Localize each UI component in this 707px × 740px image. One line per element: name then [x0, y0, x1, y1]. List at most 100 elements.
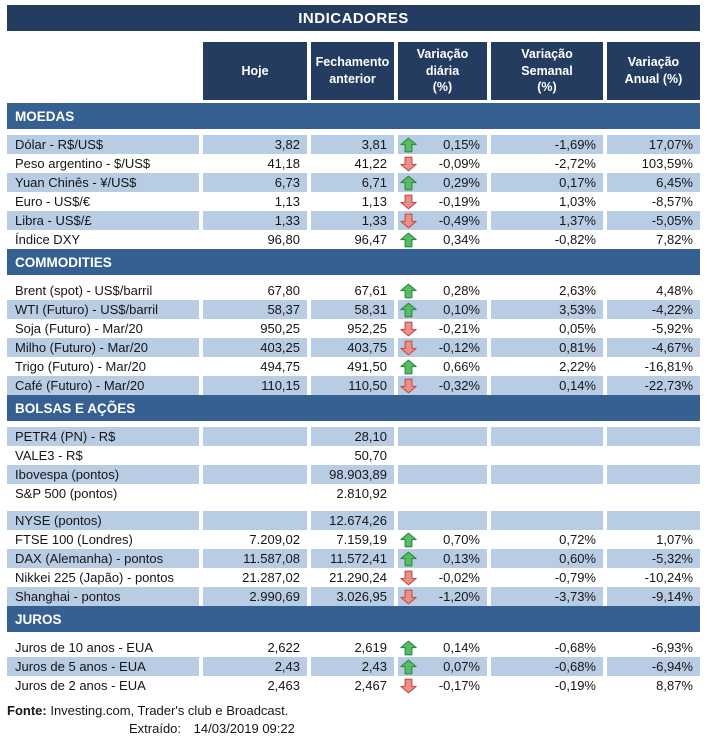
extraction-value: 14/03/2019 09:22	[193, 721, 295, 737]
table-row: PETR4 (PN) - R$ 28,10	[7, 427, 700, 446]
row-spacer	[7, 503, 700, 511]
cell-fechamento: 2.810,92	[336, 486, 387, 501]
variacao-diaria-value: 0,13%	[443, 551, 480, 566]
cell-hoje: 1,13	[274, 194, 300, 209]
cell-fechamento: 110,50	[311, 376, 394, 395]
cell-variacao-diaria: 0,29%	[398, 173, 487, 192]
cell-variacao-diaria: 0,34%	[398, 230, 487, 249]
cell-variacao-semanal: 0,81%	[491, 338, 603, 357]
cell-variacao-anual: 4,48%	[656, 283, 693, 298]
cell-hoje	[203, 446, 307, 465]
variacao-diaria-value: -0,12%	[438, 340, 480, 355]
cell-fechamento: 41,22	[354, 156, 387, 171]
cell-hoje: 110,15	[203, 376, 307, 395]
table-row: Shanghai - pontos 2.990,69 3.026,95 -1,20% -…	[7, 587, 700, 606]
cell-hoje: 96,80	[267, 232, 300, 247]
row-label: PETR4 (PN) - R$	[7, 427, 199, 446]
cell-variacao-semanal	[491, 465, 603, 484]
down-arrow-icon	[400, 589, 417, 604]
cell-variacao-semanal: -0,79%	[554, 570, 596, 585]
cell-variacao-anual: 17,07%	[607, 135, 700, 154]
cell-variacao-semanal	[491, 511, 603, 530]
cell-hoje: 21.287,02	[242, 570, 300, 585]
cell-fechamento: 50,70	[354, 448, 387, 463]
row-label: Trigo (Futuro) - Mar/20	[15, 359, 146, 374]
cell-hoje: 494,75	[260, 359, 300, 374]
down-arrow-icon	[400, 156, 417, 171]
cell-variacao-anual: -10,24%	[644, 570, 693, 585]
up-arrow-icon	[400, 302, 417, 317]
cell-hoje: 41,18	[267, 156, 300, 171]
section-header-moedas: MOEDAS	[7, 103, 700, 129]
cell-variacao-diaria: -0,02%	[398, 568, 487, 587]
cell-variacao-anual: 1,07%	[656, 532, 693, 547]
column-header-variacao-diaria: Variação diária (%)	[398, 42, 487, 100]
table-row: Índice DXY 96,80 96,47 0,34% -0,82% 7,82%	[7, 230, 700, 249]
down-arrow-icon	[400, 321, 417, 336]
cell-fechamento: 11.572,41	[311, 549, 394, 568]
cell-variacao-anual: -16,81%	[644, 359, 693, 374]
cell-fechamento: 2,43	[311, 657, 394, 676]
report-footer: Fonte: Investing.com, Trader's club e Br…	[7, 702, 700, 738]
cell-fechamento: 98.903,89	[311, 465, 394, 484]
table-row: Juros de 2 anos - EUA 2,463 2,467 -0,17% -0,…	[7, 676, 700, 695]
cell-variacao-diaria: -0,09%	[398, 154, 487, 173]
trend-arrow-slot	[400, 194, 422, 210]
cell-variacao-anual	[607, 427, 700, 446]
row-label: Índice DXY	[15, 232, 81, 247]
cell-variacao-diaria: 0,13%	[398, 549, 487, 568]
section-header-juros: JUROS	[7, 606, 700, 632]
down-arrow-icon	[400, 570, 417, 585]
cell-variacao-diaria: 0,14%	[398, 638, 487, 657]
column-header-row: Hoje Fechamento anterior Variação diária…	[7, 42, 700, 100]
variacao-diaria-value: -0,19%	[438, 194, 480, 209]
cell-hoje: 2.990,69	[203, 587, 307, 606]
down-arrow-icon	[400, 194, 417, 209]
trend-arrow-slot	[400, 321, 422, 337]
variacao-diaria-value: -0,02%	[438, 570, 480, 585]
table-row: S&P 500 (pontos) 2.810,92	[7, 484, 700, 503]
row-label: Soja (Futuro) - Mar/20	[15, 321, 143, 336]
trend-arrow-slot	[400, 589, 422, 605]
cell-variacao-anual: -5,32%	[607, 549, 700, 568]
cell-variacao-diaria: -1,20%	[398, 587, 487, 606]
variacao-diaria-value: 0,28%	[443, 283, 480, 298]
variacao-diaria-value: 0,29%	[443, 175, 480, 190]
cell-variacao-diaria: -0,12%	[398, 338, 487, 357]
row-label: WTI (Futuro) - US$/barril	[7, 300, 199, 319]
trend-arrow-slot	[400, 137, 422, 153]
trend-arrow-slot	[400, 378, 422, 394]
cell-fechamento: 28,10	[311, 427, 394, 446]
table-row: Euro - US$/€ 1,13 1,13 -0,19% 1,03% -8,57%	[7, 192, 700, 211]
down-arrow-icon	[400, 213, 417, 228]
cell-variacao-diaria: 0,15%	[398, 135, 487, 154]
table-row: Peso argentino - $/US$ 41,18 41,22 -0,09% -2…	[7, 154, 700, 173]
table-body: MOEDAS Dólar - R$/US$ 3,82 3,81 0,15% -1,69% 1…	[7, 103, 700, 695]
cell-variacao-semanal: 0,14%	[491, 376, 603, 395]
table-row: Juros de 5 anos - EUA 2,43 2,43 0,07% -0,68%…	[7, 657, 700, 676]
cell-hoje: 58,37	[203, 300, 307, 319]
cell-fechamento: 21.290,24	[329, 570, 387, 585]
up-arrow-icon	[400, 175, 417, 190]
trend-arrow-slot	[400, 340, 422, 356]
cell-variacao-diaria: 0,07%	[398, 657, 487, 676]
cell-hoje: 1,33	[203, 211, 307, 230]
variacao-diaria-value: -0,21%	[438, 321, 480, 336]
cell-fechamento: 1,13	[361, 194, 387, 209]
cell-hoje: 2,463	[267, 678, 300, 693]
row-label: NYSE (pontos)	[7, 511, 199, 530]
cell-variacao-semanal: 0,60%	[491, 549, 603, 568]
up-arrow-icon	[400, 137, 417, 152]
cell-variacao-diaria	[398, 511, 487, 530]
cell-hoje: 67,80	[267, 283, 300, 298]
cell-variacao-semanal: -0,68%	[491, 657, 603, 676]
column-header-hoje: Hoje	[203, 42, 307, 100]
cell-variacao-anual: -8,57%	[651, 194, 693, 209]
variacao-diaria-value: 0,07%	[443, 659, 480, 674]
cell-variacao-anual: 6,45%	[607, 173, 700, 192]
trend-arrow-slot	[400, 156, 422, 172]
row-label: Juros de 5 anos - EUA	[7, 657, 199, 676]
cell-variacao-diaria: -0,17%	[398, 676, 487, 695]
source-note: Fonte: Investing.com, Trader's club e Br…	[7, 702, 700, 720]
